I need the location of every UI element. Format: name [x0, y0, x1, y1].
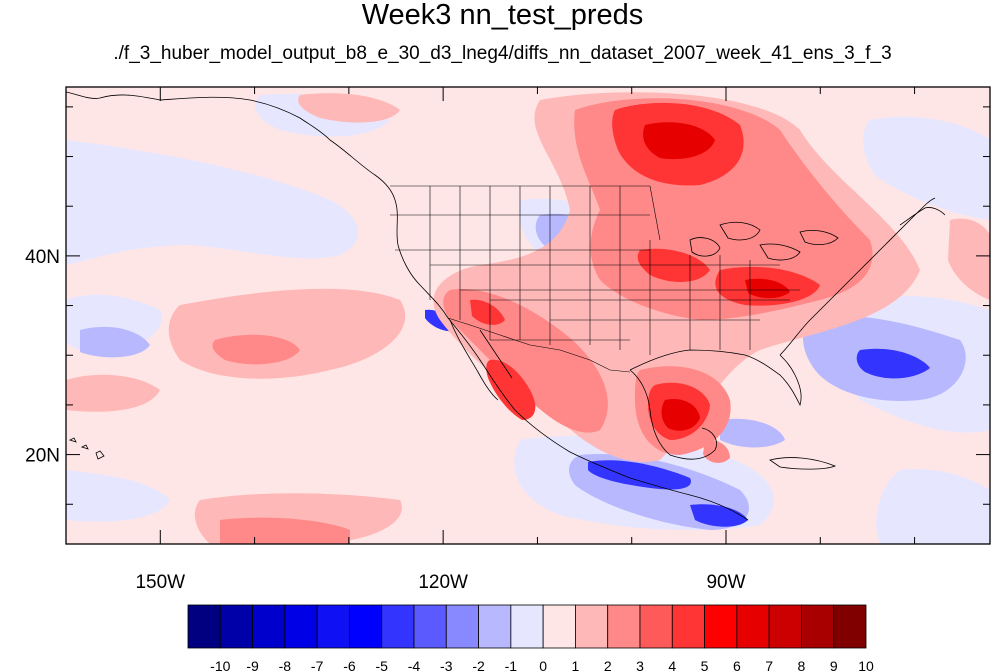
colorbar-swatch — [445, 604, 479, 649]
colorbar-swatch — [542, 604, 576, 649]
colorbar-label: 10 — [858, 658, 874, 672]
lat-tick-label: 20N — [25, 446, 60, 467]
colorbar-swatch — [607, 604, 641, 649]
lat-tick-label: 40N — [25, 247, 60, 268]
colorbar-swatch — [349, 604, 383, 649]
colorbar-label: 0 — [539, 658, 547, 672]
map-axis-ticks: 40N 20N 150W 120W 90W — [25, 87, 990, 593]
colorbar-label: -2 — [472, 658, 485, 672]
colorbar-label: 6 — [733, 658, 741, 672]
colorbar-swatch — [284, 604, 318, 649]
map-frame — [65, 86, 991, 545]
colorbar-swatch — [833, 604, 867, 649]
map-subtitle: ./f_3_huber_model_output_b8_e_30_d3_lneg… — [113, 43, 892, 64]
colorbar-label: -9 — [246, 658, 259, 672]
colorbar-swatch — [639, 604, 673, 649]
map-title: Week3 nn_test_preds — [361, 0, 644, 31]
colorbar-label: 1 — [572, 658, 580, 672]
lon-tick-label: 90W — [706, 572, 745, 593]
colorbar-swatch — [316, 604, 350, 649]
map-plot-area — [66, 87, 990, 544]
colorbar-label: -4 — [408, 658, 421, 672]
colorbar-label: -5 — [375, 658, 388, 672]
state-borders — [390, 185, 800, 373]
colorbar-label: 9 — [830, 658, 838, 672]
colorbar-label: -1 — [505, 658, 518, 672]
colorbar-label: -3 — [440, 658, 453, 672]
colorbar-label: -8 — [279, 658, 292, 672]
colorbar-label: -7 — [311, 658, 324, 672]
colorbar-swatch — [219, 604, 253, 649]
colorbar-label: 7 — [765, 658, 773, 672]
colorbar-label: 8 — [798, 658, 806, 672]
colorbar-swatch — [801, 604, 835, 649]
colorbar-label: 3 — [636, 658, 644, 672]
lon-tick-label: 120W — [418, 572, 468, 593]
colorbar-swatch — [478, 604, 512, 649]
colorbar-label: 4 — [668, 658, 676, 672]
colorbar: -10 -9 -8 -7 -6 -5 -4 -3 -2 -1 0 1 2 3 4 5 6 7 8 9 10 — [187, 604, 874, 672]
coastlines-and-borders — [66, 91, 946, 521]
colorbar-label: 2 — [604, 658, 612, 672]
colorbar-swatch — [768, 604, 802, 649]
colorbar-label: 5 — [701, 658, 709, 672]
darkest-red-anomaly-cores — [643, 122, 790, 431]
colorbar-swatch — [671, 604, 705, 649]
colorbar-swatch — [510, 604, 544, 649]
colorbar-swatch — [575, 604, 609, 649]
deep-blue-anomaly-regions — [425, 309, 930, 527]
colorbar-swatch — [413, 604, 447, 649]
colorbar-swatch — [381, 604, 415, 649]
colorbar-swatch — [704, 604, 738, 649]
colorbar-label: -10 — [210, 658, 230, 672]
colorbar-swatch — [187, 604, 221, 649]
colorbar-swatch — [252, 604, 286, 649]
lon-tick-label: 150W — [135, 572, 185, 593]
deep-red-anomaly-regions — [470, 102, 820, 440]
colorbar-label: -6 — [343, 658, 356, 672]
colorbar-swatch — [736, 604, 770, 649]
